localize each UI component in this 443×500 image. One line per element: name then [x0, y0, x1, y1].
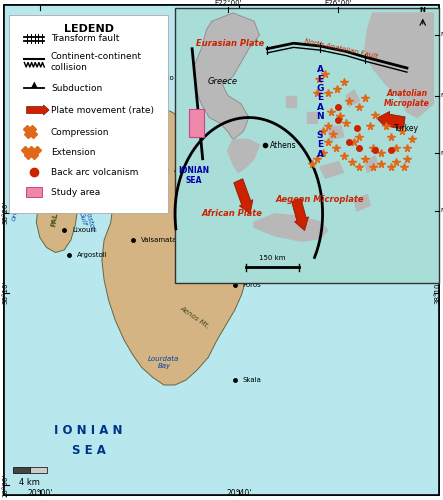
Bar — [13, 467, 30, 473]
FancyArrow shape — [377, 112, 405, 129]
Text: I O N I A N: I O N I A N — [54, 424, 123, 436]
Polygon shape — [194, 13, 259, 140]
Text: Lourdata
Bay: Lourdata Bay — [148, 356, 179, 369]
Text: North Anatolian Fault: North Anatolian Fault — [304, 38, 378, 60]
Polygon shape — [365, 13, 433, 118]
Text: 38°10': 38°10' — [2, 281, 8, 304]
Text: Back arc volcanism: Back arc volcanism — [51, 168, 138, 176]
Polygon shape — [228, 140, 259, 172]
Polygon shape — [346, 90, 360, 106]
Text: E: E — [40, 92, 44, 98]
Text: 38°10': 38°10' — [435, 281, 441, 304]
Polygon shape — [365, 156, 378, 172]
Text: Anatolian
Microplate: Anatolian Microplate — [384, 88, 430, 108]
FancyArrow shape — [291, 198, 308, 230]
Text: Sami Bay: Sami Bay — [180, 147, 210, 173]
Text: Plate movement (rate): Plate movement (rate) — [51, 106, 154, 114]
Text: Poros: Poros — [243, 282, 261, 288]
Polygon shape — [354, 194, 370, 211]
Text: Extension: Extension — [51, 148, 95, 156]
Text: N: N — [420, 6, 426, 12]
Polygon shape — [320, 162, 344, 178]
Text: Study area: Study area — [51, 188, 100, 196]
Polygon shape — [254, 214, 328, 242]
Text: 38°20': 38°20' — [2, 201, 8, 224]
Text: 20°00': 20°00' — [27, 488, 53, 498]
Text: IONIAN
SEA: IONIAN SEA — [178, 166, 209, 185]
Text: Aegean Microplate: Aegean Microplate — [276, 196, 364, 204]
Text: Continent-continent
collision: Continent-continent collision — [51, 52, 142, 72]
Text: Myrtos Gulf: Myrtos Gulf — [95, 103, 131, 142]
Text: Compression: Compression — [51, 128, 109, 136]
Text: Eurasian Plate: Eurasian Plate — [196, 39, 264, 48]
Text: Assos Gulf: Assos Gulf — [47, 139, 66, 171]
Text: Aenos Mt.: Aenos Mt. — [179, 305, 211, 330]
Text: Transform fault: Transform fault — [51, 34, 119, 43]
Text: E26°00': E26°00' — [325, 0, 352, 6]
Text: N39°30': N39°30' — [440, 93, 443, 98]
Text: N35°30': N35°30' — [440, 208, 443, 214]
Polygon shape — [286, 96, 296, 106]
Polygon shape — [328, 126, 344, 140]
Text: 20°00': 20°00' — [2, 474, 8, 496]
Polygon shape — [31, 82, 38, 88]
Text: 20°40': 20°40' — [226, 488, 252, 498]
Bar — [190, 110, 204, 136]
Text: Turkey: Turkey — [394, 124, 420, 133]
Text: PALIKI: PALIKI — [51, 202, 60, 228]
Text: ERISSOS: ERISSOS — [119, 76, 138, 109]
Text: Lixouri: Lixouri — [72, 227, 96, 233]
Text: Skala: Skala — [243, 377, 262, 383]
FancyArrow shape — [27, 105, 49, 115]
Text: Ortholithia
Bay: Ortholithia Bay — [12, 188, 28, 222]
Bar — [175, 8, 439, 282]
Text: LEDEND: LEDEND — [64, 24, 113, 34]
Text: N37°30': N37°30' — [440, 151, 443, 156]
Text: 150 km: 150 km — [259, 254, 286, 260]
Text: 38°20': 38°20' — [435, 201, 441, 224]
Text: Greece: Greece — [207, 77, 237, 86]
Text: Fiskardo: Fiskardo — [145, 74, 174, 80]
Bar — [26, 187, 42, 197]
Text: S E A: S E A — [72, 444, 105, 456]
Text: Subduction: Subduction — [51, 84, 102, 92]
Bar — [9, 15, 168, 212]
FancyArrow shape — [234, 178, 253, 214]
Text: N: N — [29, 71, 35, 80]
Polygon shape — [307, 112, 317, 123]
Bar — [30, 467, 47, 473]
Text: A
E
G
E
A
N
 
S
E
A: A E G E A N S E A — [316, 66, 324, 158]
Polygon shape — [93, 70, 248, 385]
Text: W: W — [17, 92, 23, 98]
Text: Athens: Athens — [270, 140, 296, 149]
Text: E22°00': E22°00' — [214, 0, 241, 6]
Text: Assos: Assos — [97, 124, 117, 130]
Text: 4 km: 4 km — [19, 478, 40, 487]
Text: Ag. Efimia: Ag. Efimia — [174, 167, 210, 173]
Text: Argostoli
Gulf: Argostoli Gulf — [76, 201, 97, 234]
Polygon shape — [36, 175, 78, 252]
Text: Valsamata: Valsamata — [141, 237, 177, 243]
Text: Argostoli: Argostoli — [77, 252, 107, 258]
Text: N41°30': N41°30' — [440, 32, 443, 38]
Text: S: S — [30, 109, 34, 114]
Text: African Plate: African Plate — [201, 209, 262, 218]
